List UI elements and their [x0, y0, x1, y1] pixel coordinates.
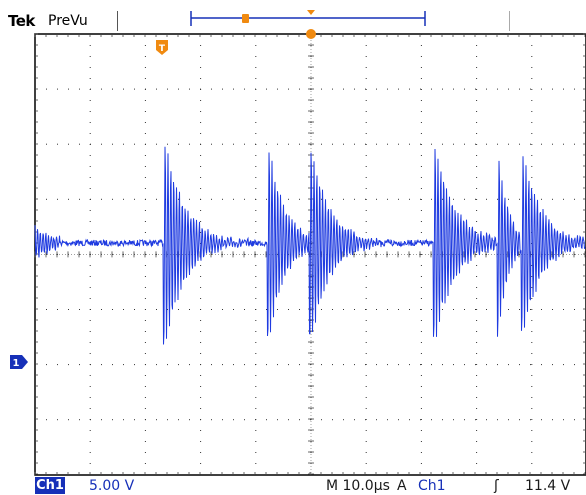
expansion-point-icon [306, 29, 316, 39]
graticule-grid [34, 33, 586, 475]
position-marker [242, 14, 249, 23]
waveform-trace [34, 146, 586, 345]
trigger-mode: A [397, 478, 407, 494]
trigger-level[interactable]: 11.4 V [525, 478, 571, 494]
status-bar: Ch1 5.00 V M 10.0µs A Ch1 ʃ 11.4 V [0, 477, 586, 495]
timebase-readout[interactable]: M 10.0µs [326, 478, 390, 494]
channel-1-ground-marker[interactable]: 1 [10, 355, 28, 369]
channel-indicator[interactable]: Ch1 [35, 477, 65, 494]
trigger-point-marker[interactable]: T [156, 40, 168, 55]
top-right-divider [509, 11, 510, 31]
top-bar: Tek PreVu [0, 0, 586, 34]
trigger-position-indicator [307, 10, 315, 15]
trigger-source[interactable]: Ch1 [418, 478, 446, 494]
channel-marker-label: 1 [13, 358, 20, 369]
trigger-marker-label: T [159, 44, 166, 54]
mode-label: PreVu [48, 13, 88, 29]
vertical-scale[interactable]: 5.00 V [89, 478, 135, 494]
trigger-slope-icon: ʃ [494, 478, 499, 494]
brand-label: Tek [8, 12, 35, 30]
top-divider [117, 11, 118, 31]
record-length-indicator[interactable] [190, 10, 426, 26]
